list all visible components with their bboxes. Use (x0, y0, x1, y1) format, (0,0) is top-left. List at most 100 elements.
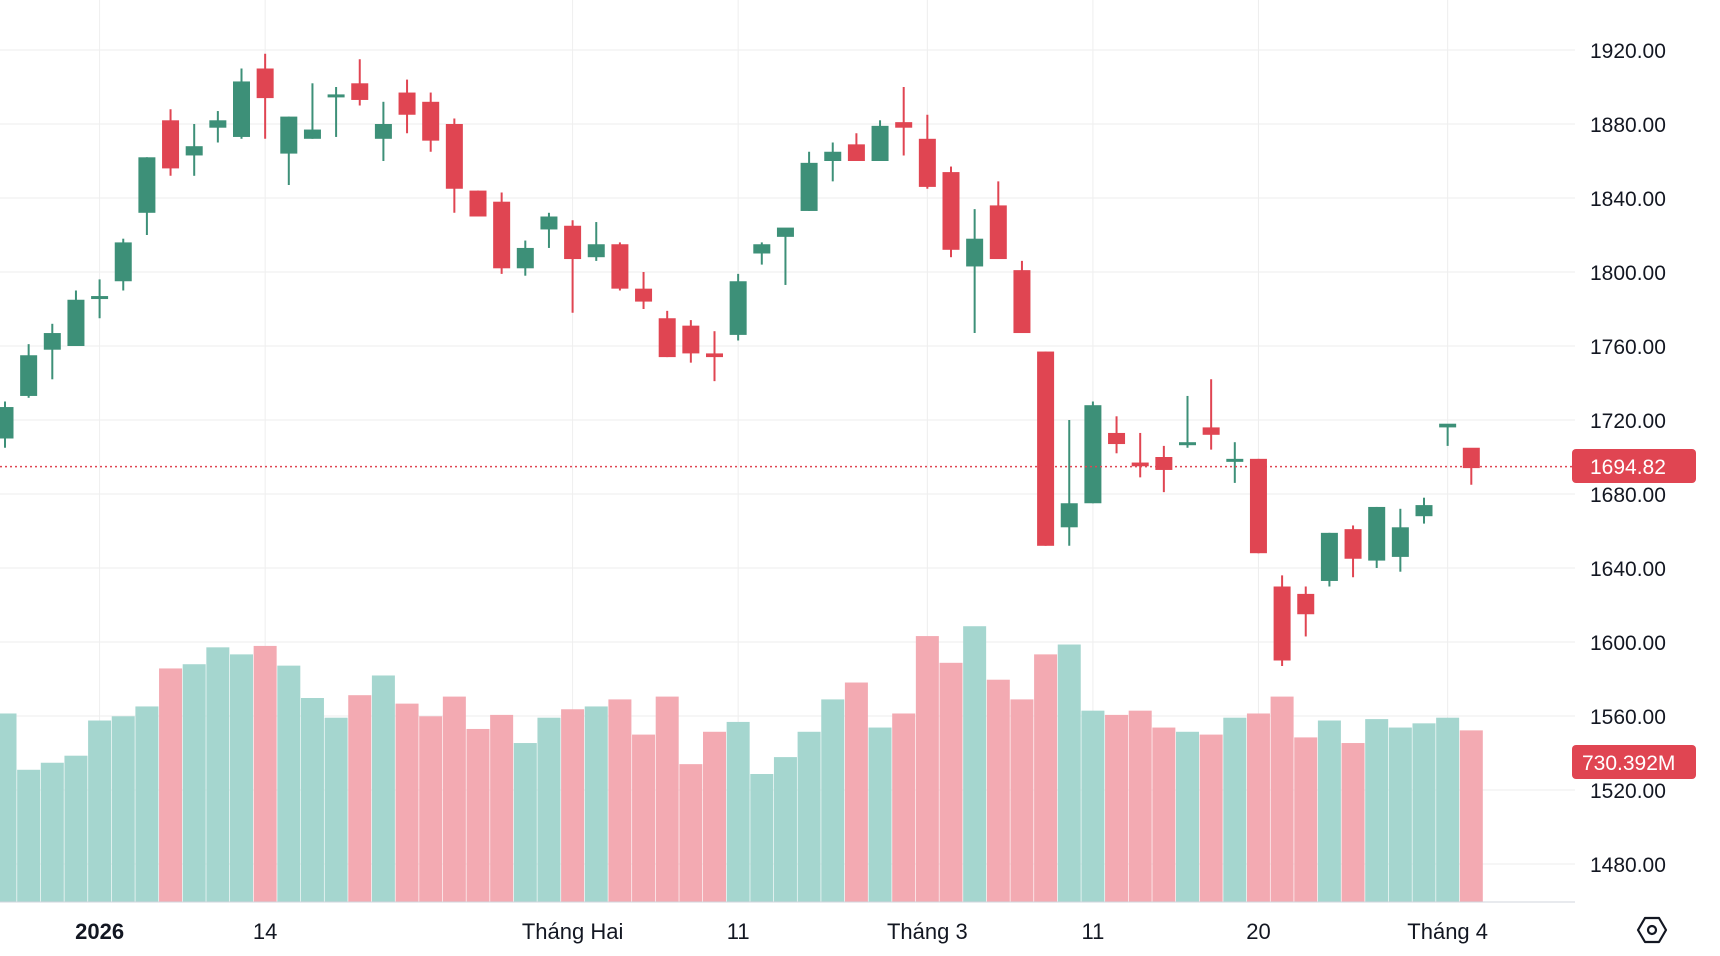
candle-body (1060, 503, 1078, 528)
price-tick-label: 1600.00 (1590, 632, 1666, 655)
price-tick-label: 1560.00 (1590, 706, 1666, 729)
volume-bar (655, 696, 679, 902)
volume-bar (868, 727, 892, 902)
candle (1131, 432, 1149, 478)
candle-body (374, 124, 392, 139)
price-tick-label: 1480.00 (1590, 854, 1666, 877)
price-tick-label: 1800.00 (1590, 262, 1666, 285)
candle-body (824, 151, 842, 161)
volume-bar (135, 706, 159, 902)
candle-body (1320, 532, 1338, 581)
candle-body (989, 205, 1007, 260)
candle (1273, 575, 1291, 667)
volume-bar (773, 757, 797, 902)
candle-body (162, 120, 180, 169)
candle (753, 242, 771, 265)
candle-body (1415, 505, 1433, 517)
candle-body (682, 325, 700, 354)
price-tick-label: 1760.00 (1590, 336, 1666, 359)
volume-bar (679, 764, 703, 902)
volume-bar (1081, 710, 1105, 902)
candle (847, 133, 865, 161)
candle (1391, 508, 1409, 572)
candle (1013, 260, 1031, 334)
candle (1084, 401, 1102, 504)
candle-body (1368, 506, 1386, 561)
candle (706, 331, 723, 382)
candle-body (67, 299, 85, 346)
time-axis[interactable]: 2026 14 Tháng Hai 11 Tháng 3 11 20 Tháng 4 (75, 919, 1488, 944)
volume-bar (324, 717, 348, 902)
settings-icon[interactable] (1636, 916, 1668, 944)
candle-body (1462, 447, 1480, 469)
volume-bar (797, 731, 821, 902)
candle (966, 209, 984, 334)
time-tick-label: 14 (253, 919, 277, 944)
volume-bar (561, 709, 585, 902)
candle (1108, 416, 1126, 454)
volume-bar (17, 769, 41, 902)
volume-bar (1412, 723, 1436, 902)
candle (895, 87, 913, 156)
candle (1060, 420, 1078, 546)
time-tick-label: 11 (1081, 919, 1104, 944)
volume-bar (1176, 731, 1199, 902)
price-tick-label: 1680.00 (1590, 484, 1666, 507)
candle-body (776, 227, 794, 237)
volume-bar (1270, 696, 1294, 902)
candle (114, 238, 132, 291)
volume-bar (1388, 727, 1412, 902)
candle-body (1273, 586, 1291, 661)
candle (493, 192, 511, 274)
volume-bar (395, 703, 419, 902)
candle-body (422, 101, 440, 141)
time-tick-label: Tháng 4 (1407, 919, 1488, 944)
candle-body (753, 244, 771, 254)
candle (1249, 458, 1267, 554)
volume-bar (1246, 713, 1270, 902)
candle-body (327, 94, 345, 98)
candle-body (800, 162, 818, 211)
candle-body (1108, 432, 1126, 445)
volume-bar (253, 645, 277, 902)
candle (540, 212, 558, 248)
candle (280, 116, 298, 186)
candle-body (43, 333, 61, 350)
candle (1297, 586, 1315, 637)
volume-bar (1459, 730, 1483, 902)
volume-bar (277, 665, 301, 902)
volume-bar (632, 734, 656, 902)
candle-body (398, 92, 416, 115)
volume-bar (963, 626, 987, 902)
candle-body (138, 157, 156, 213)
candle (1202, 379, 1220, 450)
price-tick-label: 1840.00 (1590, 188, 1666, 211)
candle (658, 310, 676, 358)
candle-body (1249, 458, 1267, 554)
candle (918, 114, 936, 189)
candle (0, 401, 14, 448)
candle-body (91, 296, 109, 300)
volume-bar (111, 716, 135, 902)
volume-bar (915, 636, 939, 902)
time-tick-label: 20 (1246, 919, 1270, 944)
candle-body (1013, 270, 1031, 334)
volume-bar (892, 713, 916, 902)
volume-bar (1105, 714, 1129, 902)
last-volume-tag-bg (1572, 745, 1696, 779)
candle-body (1226, 458, 1244, 462)
volume-bar (1436, 717, 1460, 902)
volume-bar (442, 696, 466, 902)
candle (469, 190, 487, 217)
volume-bar (466, 728, 490, 902)
volume-bar (0, 713, 17, 902)
volume-bar (1128, 710, 1152, 902)
price-axis[interactable]: 1920.00 1880.00 1840.00 1800.00 1760.00 1720.… (1590, 40, 1666, 877)
candle-body (493, 201, 511, 269)
last-price-tag-bg (1572, 449, 1696, 483)
candle-body (114, 242, 132, 282)
candle-body (0, 407, 14, 439)
candle-body (1344, 529, 1362, 559)
candle-body (658, 318, 676, 358)
